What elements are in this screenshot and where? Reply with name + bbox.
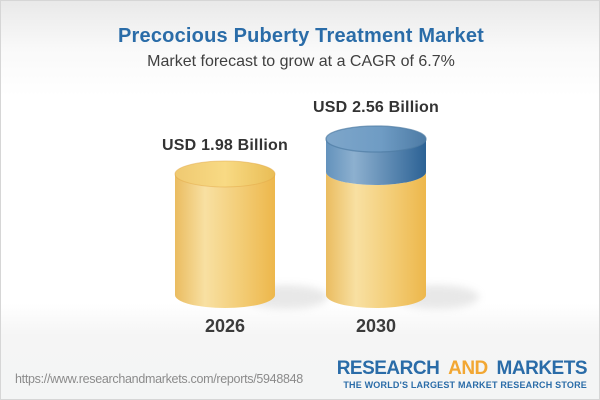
logo-wordmark: RESEARCH AND MARKETS [336,358,588,379]
category-label-2026: 2026 [204,316,246,336]
logo-tagline: THE WORLD'S LARGEST MARKET RESEARCH STOR… [343,380,587,390]
value-label-2030: USD 2.56 Billion [313,99,439,116]
cylinder-2026-body [175,174,275,308]
researchandmarkets-logo: RESEARCH AND MARKETS THE WORLD'S LARGEST… [336,358,588,390]
logo-word-research: RESEARCH [336,358,440,379]
cylinder-2030-top [325,125,427,153]
category-label-2030: 2030 [355,316,397,336]
cylinder-2026-top [174,160,276,188]
value-label-2026: USD 1.98 Billion [162,137,288,154]
logo-word-and: AND [448,358,488,379]
logo-word-markets: MARKETS [496,358,588,379]
cylinder-2030-base-body [326,172,426,308]
chart-subtitle: Market forecast to grow at a CAGR of 6.7… [147,53,455,70]
chart-title: Precocious Puberty Treatment Market [117,25,484,47]
report-url-link[interactable]: https://www.researchandmarkets.com/repor… [15,372,303,386]
